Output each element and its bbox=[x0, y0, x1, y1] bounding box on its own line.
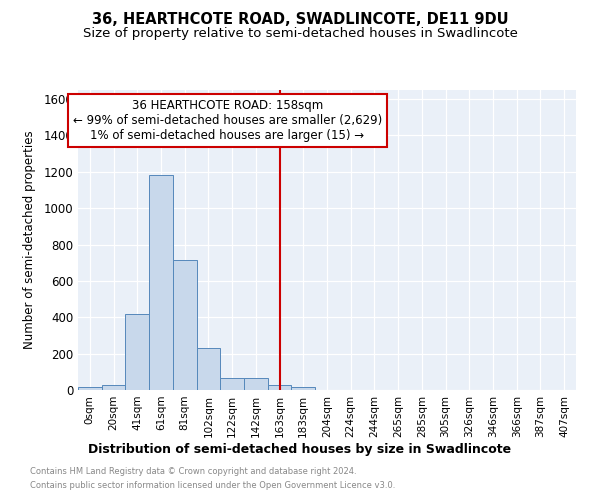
Bar bbox=[149, 174, 173, 390]
Y-axis label: Number of semi-detached properties: Number of semi-detached properties bbox=[23, 130, 37, 350]
Text: Distribution of semi-detached houses by size in Swadlincote: Distribution of semi-detached houses by … bbox=[88, 442, 512, 456]
Bar bbox=[125, 314, 149, 390]
Bar bbox=[78, 388, 102, 390]
Bar bbox=[244, 378, 268, 390]
Bar bbox=[102, 384, 125, 390]
Bar bbox=[220, 378, 244, 390]
Text: Contains HM Land Registry data © Crown copyright and database right 2024.: Contains HM Land Registry data © Crown c… bbox=[30, 467, 356, 476]
Text: 36 HEARTHCOTE ROAD: 158sqm
← 99% of semi-detached houses are smaller (2,629)
1% : 36 HEARTHCOTE ROAD: 158sqm ← 99% of semi… bbox=[73, 99, 382, 142]
Text: Size of property relative to semi-detached houses in Swadlincote: Size of property relative to semi-detach… bbox=[83, 28, 517, 40]
Text: 36, HEARTHCOTE ROAD, SWADLINCOTE, DE11 9DU: 36, HEARTHCOTE ROAD, SWADLINCOTE, DE11 9… bbox=[92, 12, 508, 28]
Bar bbox=[173, 260, 197, 390]
Bar bbox=[292, 386, 315, 390]
Bar bbox=[197, 348, 220, 390]
Bar bbox=[268, 385, 292, 390]
Text: Contains public sector information licensed under the Open Government Licence v3: Contains public sector information licen… bbox=[30, 481, 395, 490]
